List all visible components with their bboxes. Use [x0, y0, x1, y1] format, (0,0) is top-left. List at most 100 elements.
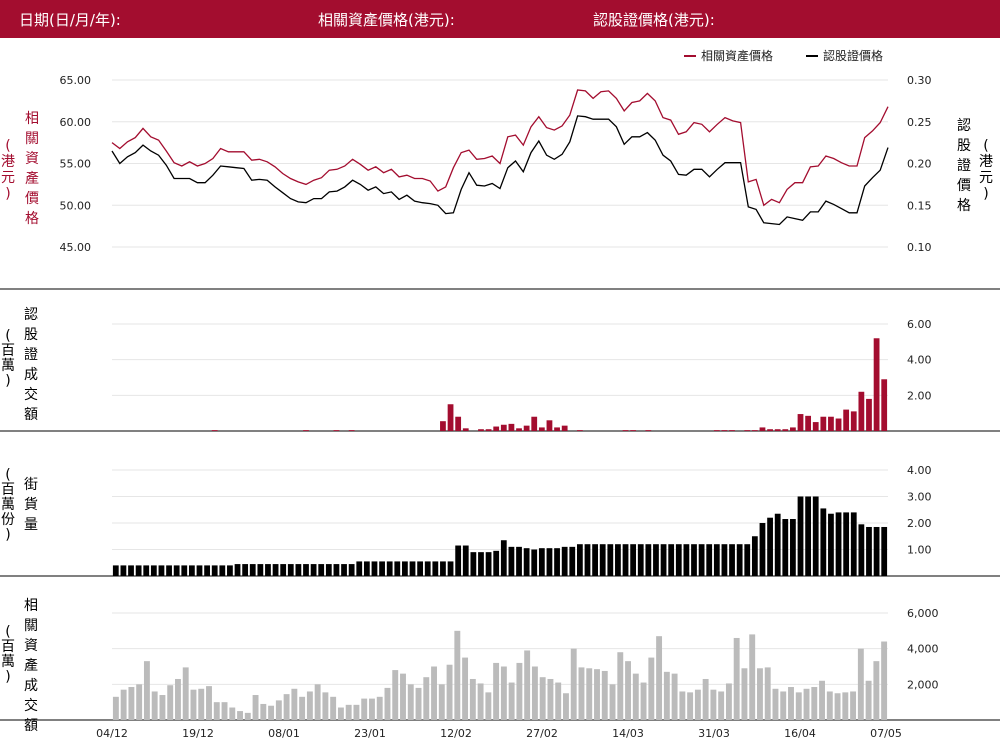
underlying-turnover-bar	[811, 687, 818, 720]
warrant-turnover-bar	[729, 430, 735, 431]
underlying-turnover-bar	[151, 691, 158, 720]
outstanding-bar	[630, 544, 637, 576]
underlying-turnover-bar	[547, 678, 554, 720]
outstanding-bar	[576, 544, 583, 576]
underlying-turnover-bar	[252, 695, 259, 720]
outstanding-bar	[447, 561, 454, 576]
underlying-price-tick: 60.00	[60, 116, 92, 129]
outstanding-bar	[211, 565, 218, 576]
warrant-turnover-bar	[485, 429, 492, 431]
warrant-turnover-bar	[576, 430, 583, 431]
warrant-turnover-bar	[622, 430, 629, 431]
outstanding-bar	[181, 565, 188, 576]
warrant-turnover-bar	[751, 430, 758, 431]
underlying-turnover-bar	[594, 669, 600, 720]
warrant-turnover-bar	[744, 430, 751, 431]
outstanding-bar	[767, 517, 773, 576]
underlying-turnover-bar	[407, 684, 414, 720]
underlying-turnover-bar	[819, 680, 825, 720]
underlying-turnover-bar	[190, 689, 197, 720]
underlying-turnover-bar	[694, 689, 701, 720]
underlying-price-tick: 55.00	[60, 158, 92, 171]
outstanding-bar	[280, 564, 287, 577]
outstanding-bar	[402, 561, 408, 576]
date-tick: 16/04	[784, 727, 816, 740]
underlying-turnover-bar	[237, 711, 243, 720]
outstanding-bar	[234, 564, 241, 577]
outstanding-bar	[478, 552, 484, 576]
outstanding-bar	[173, 565, 180, 576]
underlying-turnover-panel: 6,000 4,000 2,000 相關資產成交額 (百萬)	[1, 598, 939, 734]
outstanding-bar	[371, 561, 378, 576]
outstanding-tick: 4.00	[907, 464, 932, 477]
outstanding-bar	[523, 548, 530, 577]
underlying-turnover-bar	[803, 688, 810, 720]
underlying-turnover-bar	[206, 686, 212, 720]
outstanding-bar	[128, 565, 134, 576]
underlying-turnover-bar	[345, 704, 352, 720]
warrant-turnover-bar	[211, 430, 218, 431]
outstanding-bar	[287, 564, 294, 577]
underlying-turnover-bar	[640, 682, 647, 720]
underlying-turnover-bar	[330, 696, 337, 720]
underlying-turnover-bar	[826, 691, 833, 720]
underlying-turnover-bar	[392, 670, 399, 720]
underlying-price-readout-label: 相關資產價格(港元):	[318, 11, 455, 29]
underlying-turnover-bar	[842, 692, 849, 720]
outstanding-axis-unit: (百萬份)	[1, 467, 15, 543]
warrant-turnover-bar	[790, 427, 796, 431]
outstanding-bar	[828, 513, 834, 577]
outstanding-bar	[318, 564, 325, 577]
warrant-turnover-tick: 6.00	[907, 318, 932, 331]
underlying-turnover-bar	[586, 668, 593, 720]
underlying-turnover-bar	[671, 673, 678, 720]
outstanding-bar	[554, 548, 560, 577]
underlying-turnover-bar	[865, 680, 872, 720]
outstanding-bar	[812, 496, 819, 576]
outstanding-bar	[379, 561, 385, 576]
outstanding-bar	[493, 550, 500, 576]
underlying-turnover-bar	[609, 684, 616, 720]
outstanding-bar	[569, 546, 576, 576]
underlying-turnover-bar	[780, 691, 787, 720]
underlying-turnover-bar	[741, 668, 748, 720]
warrant-turnover-bar	[797, 414, 804, 431]
warrant-turnover-bar	[333, 430, 340, 431]
underlying-turnover-bar	[306, 691, 313, 720]
date-tick: 23/01	[354, 727, 386, 740]
underlying-turnover-bar	[617, 652, 624, 720]
outstanding-bar	[653, 544, 659, 576]
warrant-turnover-bar	[447, 404, 454, 431]
underlying-turnover-bar	[353, 704, 360, 720]
warrant-turnover-bar	[493, 426, 500, 431]
outstanding-bar	[424, 561, 431, 576]
warrant-price-tick: 0.30	[907, 74, 932, 87]
outstanding-bar	[675, 544, 682, 576]
warrant-turnover-bar	[554, 427, 560, 431]
outstanding-bar	[637, 544, 644, 576]
warrant-turnover-bar	[828, 416, 834, 431]
outstanding-bar	[538, 548, 545, 577]
outstanding-tick: 1.00	[907, 544, 932, 557]
outstanding-bar	[713, 544, 720, 576]
underlying-turnover-bar	[244, 712, 251, 720]
warrant-price-readout-label: 認股證價格(港元):	[593, 11, 715, 29]
underlying-turnover-bar	[687, 692, 694, 720]
warrant-turnover-bar	[782, 429, 789, 431]
outstanding-bar	[615, 544, 621, 576]
outstanding-bar	[698, 544, 705, 576]
outstanding-bar	[356, 561, 363, 576]
underlying-price-tick: 50.00	[60, 199, 92, 212]
warrant-turnover-bar	[538, 427, 545, 431]
date-tick: 12/02	[440, 727, 472, 740]
underlying-turnover-bar	[112, 696, 119, 720]
underlying-turnover-bar	[376, 696, 383, 720]
outstanding-bar	[751, 536, 758, 576]
outstanding-bar	[462, 545, 469, 576]
outstanding-bar	[706, 544, 713, 576]
underlying-turnover-bar	[438, 684, 445, 720]
outstanding-bar	[843, 512, 850, 576]
outstanding-bar	[257, 564, 264, 577]
underlying-turnover-bar	[857, 648, 864, 720]
